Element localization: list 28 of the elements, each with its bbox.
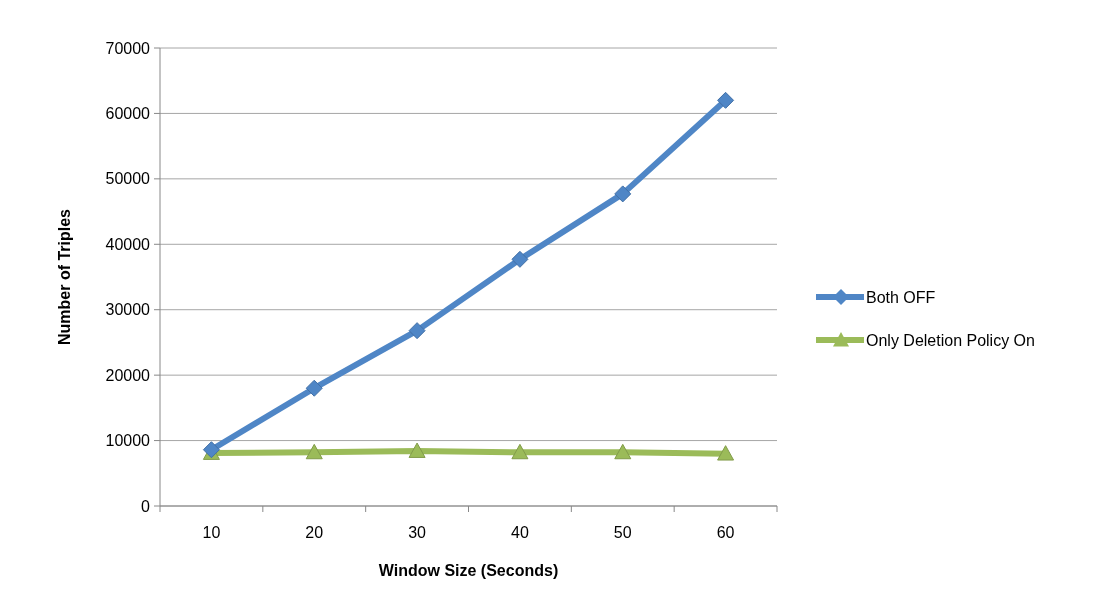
y-tick-label: 30000 [105,301,151,319]
x-tick-label: 50 [613,524,632,541]
legend-label: Both OFF [866,288,936,306]
y-tick-label: 50000 [105,170,151,188]
y-tick-label: 70000 [105,39,151,57]
x-tick-label: 60 [716,524,735,541]
y-tick-label: 20000 [105,366,151,384]
point [717,91,735,109]
y-tick-label: 10000 [105,432,151,450]
x-tick-label: 30 [408,524,427,541]
legend-label: Only Deletion Policy On [866,331,1035,349]
x-tick-label: 20 [305,524,324,541]
x-tick-label: 40 [511,524,529,541]
point [408,442,426,458]
point [511,250,529,268]
y-tick-label: 0 [141,497,151,515]
y-axis-title: Number of Triples [56,208,73,346]
y-tick-label: 60000 [105,105,151,123]
point [408,322,426,340]
point [614,185,632,203]
point [614,443,632,460]
x-tick-label: 10 [202,524,221,541]
point [511,443,529,460]
point [305,379,323,397]
point [305,443,323,460]
point [717,445,735,461]
y-tick-label: 40000 [105,235,151,253]
x-axis-title: Window Size (Seconds) [378,562,559,579]
